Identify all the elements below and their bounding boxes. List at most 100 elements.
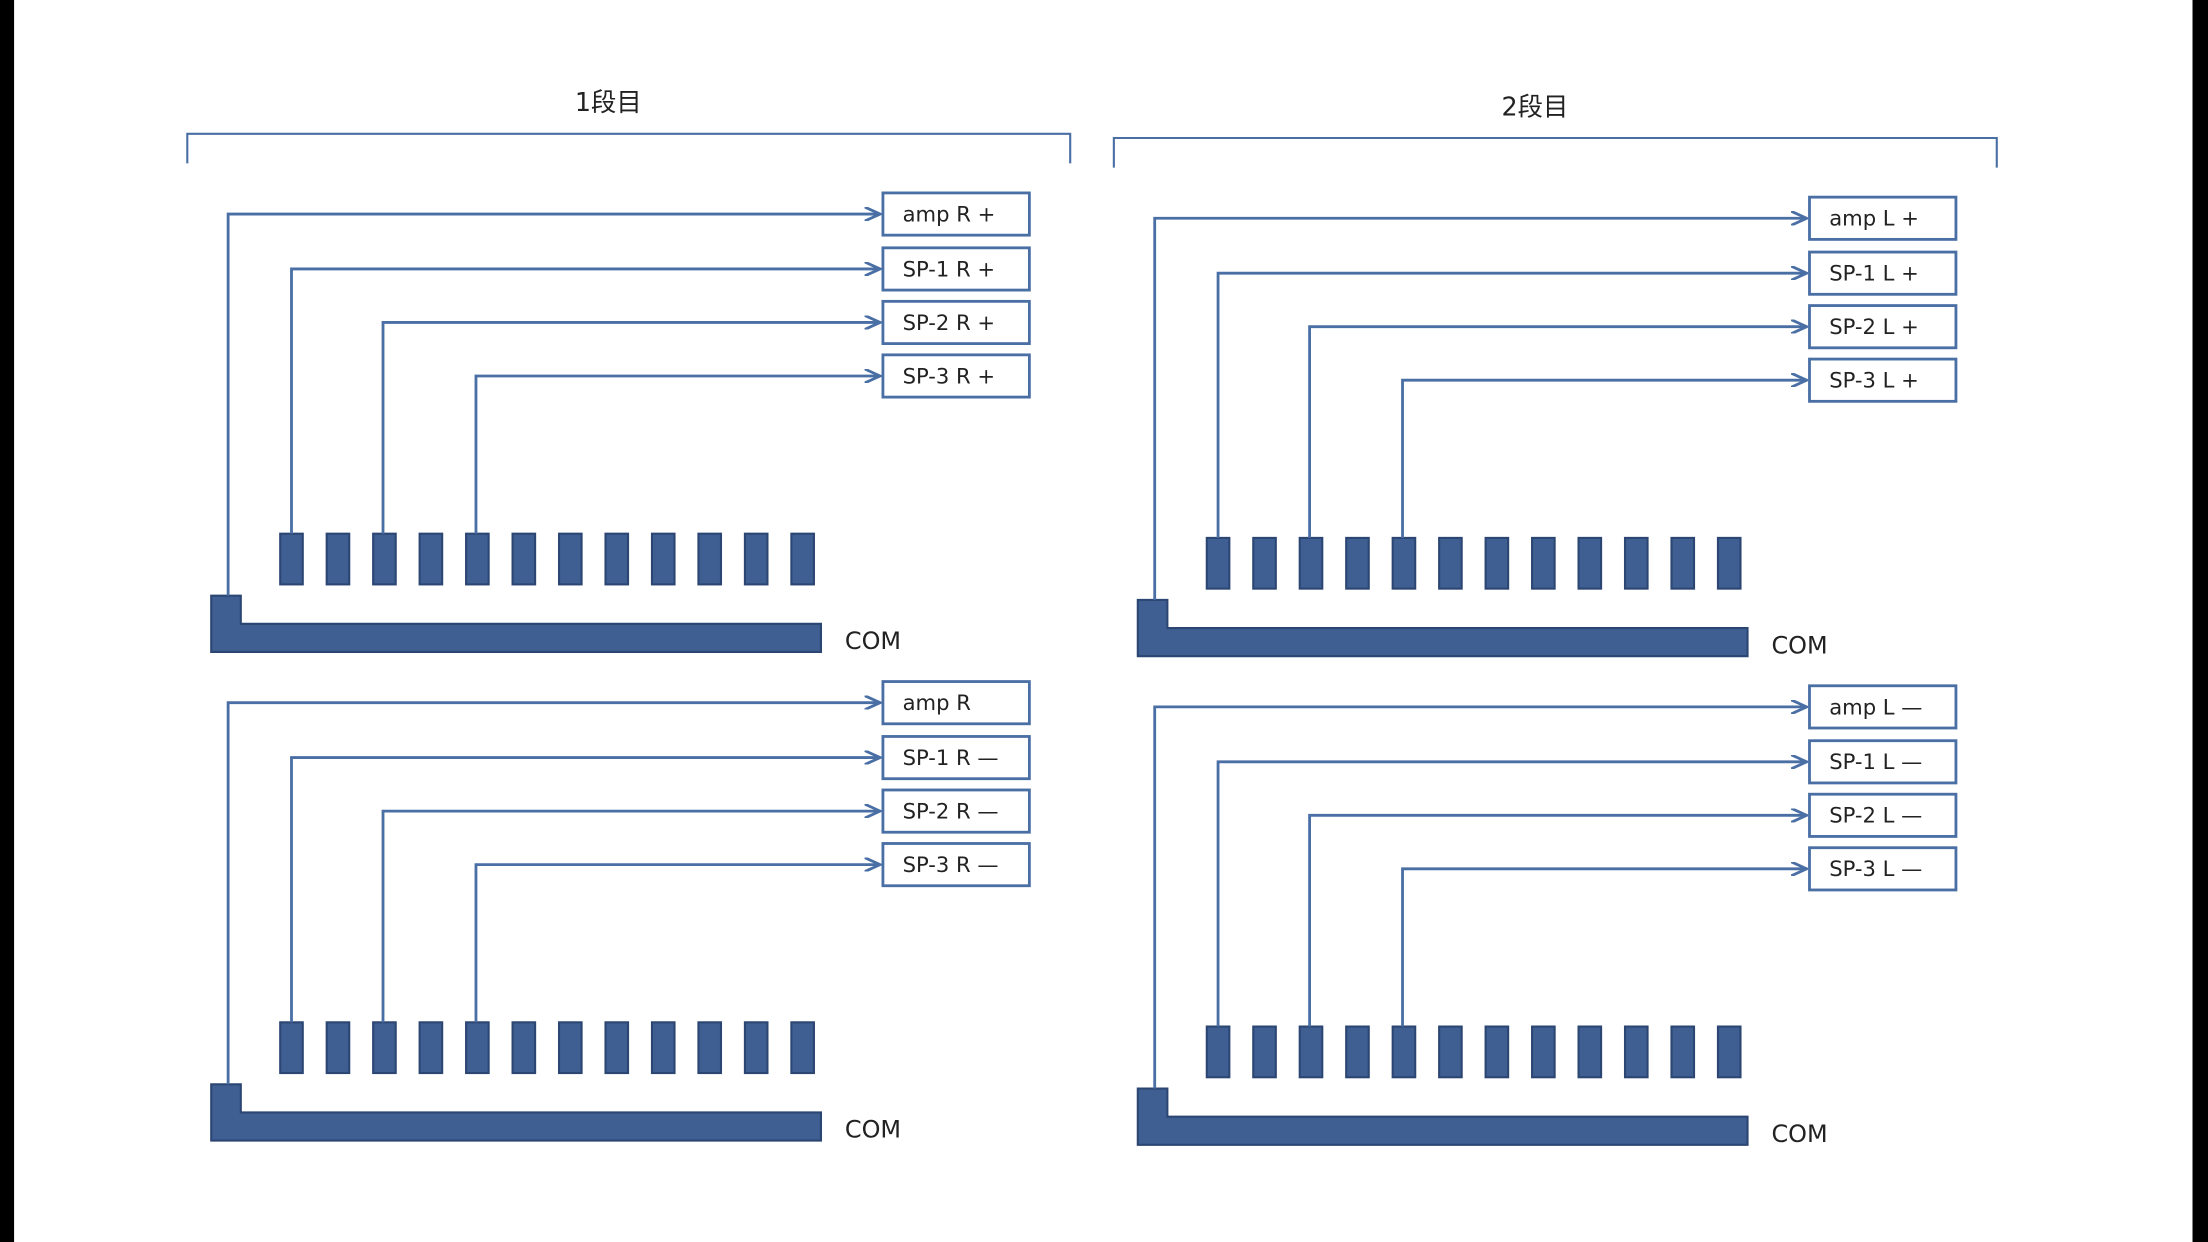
terminal: [604, 532, 630, 586]
terminal: [1670, 536, 1696, 590]
terminal-label: SP-2 R —: [903, 799, 999, 824]
terminal: [1298, 1025, 1324, 1079]
com-bar: [1136, 1087, 1749, 1146]
terminal: [743, 532, 769, 586]
terminal-label: SP-1 L —: [1829, 749, 1922, 774]
bracket: [186, 132, 1072, 164]
terminal: [465, 1021, 490, 1075]
wire: [1153, 707, 1807, 1089]
scan-edge-right: [2192, 0, 2208, 1242]
com-label: COM: [845, 627, 901, 655]
com-label: COM: [845, 1116, 901, 1144]
terminal-label: SP-3 R —: [903, 852, 999, 877]
terminal-label-box: [881, 246, 1031, 292]
terminal-label-box: [1808, 846, 1958, 892]
wire: [1153, 218, 1807, 600]
terminal-label-box: [1808, 304, 1958, 350]
terminal: [790, 1021, 815, 1075]
com-bar: [210, 1083, 823, 1142]
terminal-label-box: [881, 353, 1031, 399]
com-bar: [1136, 598, 1749, 658]
terminal: [1623, 536, 1649, 590]
terminal: [1531, 536, 1556, 590]
terminal: [1438, 536, 1463, 590]
terminal-label-box: [1808, 684, 1958, 730]
terminal: [1623, 1025, 1649, 1079]
terminal: [604, 1021, 630, 1075]
terminal: [650, 1021, 676, 1075]
terminal: [325, 1021, 351, 1075]
terminal-label: SP-3 L —: [1829, 856, 1922, 881]
wire: [1308, 815, 1807, 1027]
wire: [381, 811, 880, 1023]
terminal: [1438, 1025, 1463, 1079]
terminal: [511, 532, 537, 586]
com-bar: [210, 594, 823, 654]
wire: [226, 703, 880, 1085]
terminal: [511, 1021, 537, 1075]
terminal: [279, 532, 304, 586]
terminal: [1531, 1025, 1556, 1079]
terminal: [1716, 1025, 1742, 1079]
wire: [1216, 273, 1807, 538]
terminal-label: SP-2 L —: [1829, 803, 1922, 828]
terminal-label: SP-3 R +: [903, 363, 996, 388]
terminal: [1716, 536, 1742, 590]
terminal: [418, 532, 444, 586]
wire: [1216, 762, 1807, 1027]
terminal: [557, 1021, 583, 1075]
terminal-label: SP-1 L +: [1829, 261, 1919, 286]
com-label: COM: [1771, 631, 1827, 659]
terminal-label-box: [881, 735, 1031, 781]
wire: [1401, 380, 1807, 538]
terminal-label: SP-2 L +: [1829, 314, 1919, 339]
wire: [381, 322, 880, 534]
terminal-label-box: [881, 191, 1031, 237]
terminal-label-box: [881, 788, 1031, 834]
terminal: [1345, 536, 1370, 590]
terminal: [1252, 1025, 1277, 1079]
terminal: [1484, 1025, 1510, 1079]
wire: [290, 269, 880, 534]
terminal-label: SP-1 R —: [903, 745, 999, 770]
terminal: [1298, 536, 1324, 590]
wire: [1308, 327, 1807, 538]
wire: [474, 376, 880, 534]
terminal: [1205, 1025, 1231, 1079]
terminal: [1391, 536, 1417, 590]
terminal-label-box: [1808, 739, 1958, 785]
terminal-label: SP-2 R +: [903, 310, 996, 335]
com-label: COM: [1771, 1120, 1827, 1148]
terminal-label-box: [881, 680, 1031, 726]
wire: [474, 865, 880, 1023]
terminal-label-box: [881, 842, 1031, 888]
wire: [290, 758, 880, 1023]
terminal: [697, 1021, 723, 1075]
terminal: [650, 532, 676, 586]
terminal: [1345, 1025, 1370, 1079]
terminal: [790, 532, 815, 586]
terminal-label-box: [1808, 195, 1958, 241]
bracket: [1112, 136, 1998, 168]
terminal: [1670, 1025, 1696, 1079]
terminal-label: amp R +: [903, 201, 996, 226]
terminal: [743, 1021, 769, 1075]
terminal-label: SP-3 L +: [1829, 368, 1919, 393]
section-title: 2段目: [1502, 91, 1569, 121]
terminal: [325, 532, 351, 586]
terminal: [1391, 1025, 1417, 1079]
terminal: [1205, 536, 1231, 590]
wire: [226, 214, 880, 596]
terminal-label: amp L +: [1829, 206, 1919, 231]
terminal-label: amp L —: [1829, 694, 1922, 719]
terminal: [1577, 1025, 1603, 1079]
section-title: 1段目: [575, 87, 642, 117]
terminal-label-box: [881, 299, 1031, 345]
terminal: [418, 1021, 444, 1075]
terminal: [1577, 536, 1603, 590]
terminal-label: SP-1 R +: [903, 256, 996, 281]
terminal-label-box: [1808, 250, 1958, 296]
scan-edge-left: [0, 0, 15, 1242]
